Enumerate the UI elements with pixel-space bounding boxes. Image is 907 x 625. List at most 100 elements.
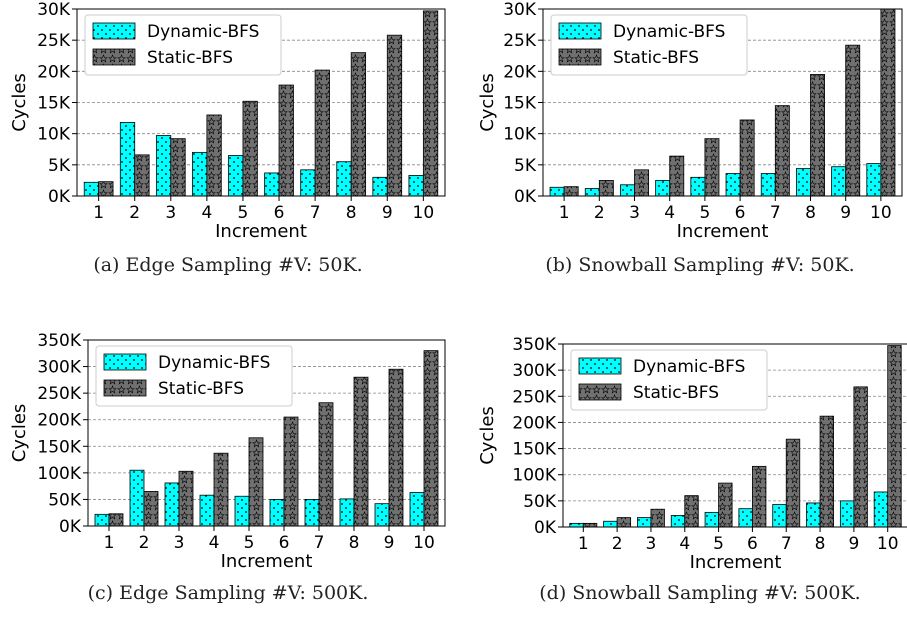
bar-dynamic-bfs — [372, 176, 388, 197]
x-tick-label: 1 — [104, 533, 115, 553]
bar-static-bfs — [819, 415, 834, 528]
bar-dynamic-bfs — [670, 515, 686, 528]
bar-static-bfs — [278, 84, 294, 197]
x-tick-label: 1 — [559, 203, 570, 223]
bar-static-bfs — [774, 105, 790, 197]
bar-dynamic-bfs — [549, 186, 565, 197]
x-tick-label: 4 — [209, 533, 220, 553]
x-tick-label: 7 — [310, 203, 321, 223]
y-tick-label: 250K — [37, 384, 81, 404]
x-tick-label: 8 — [346, 203, 357, 223]
y-tick-label: 15K — [503, 94, 537, 114]
y-tick-label: 200K — [512, 413, 556, 433]
chart-panel-2: 0K 5K 10K 15K 20K 25K 30K 1 2 3 4 5 6 7 8 9 10 Increment C… — [457, 0, 907, 255]
bar-static-bfs — [178, 470, 194, 527]
x-axis-label: Increment — [215, 221, 307, 242]
bar-static-bfs — [242, 100, 258, 197]
legend-label: Dynamic-BFS — [158, 353, 270, 373]
legend-label: Static-BFS — [633, 383, 719, 403]
y-tick-label: 200K — [37, 411, 81, 431]
bar-dynamic-bfs — [155, 135, 172, 197]
legend-label: Dynamic-BFS — [613, 22, 725, 42]
x-tick-label: 2 — [139, 533, 150, 553]
x-tick-label: 3 — [629, 203, 640, 223]
x-tick-label: 8 — [805, 203, 816, 223]
bar-static-bfs — [785, 438, 801, 528]
bar-static-bfs — [669, 155, 685, 197]
x-tick-label: 8 — [815, 534, 826, 554]
x-tick-label: 1 — [578, 534, 589, 554]
y-tick-label: 20K — [503, 62, 537, 82]
figure-caption: (d) Snowball Sampling #V: 500K. — [539, 582, 861, 604]
y-tick-label: 0K — [534, 518, 557, 538]
bar-dynamic-bfs — [94, 513, 110, 527]
y-tick-label: 150K — [512, 440, 556, 460]
bar-static-bfs — [650, 508, 665, 528]
y-tick-label: 50K — [523, 492, 557, 512]
x-tick-label: 4 — [679, 534, 690, 554]
bar-dynamic-bfs — [164, 482, 180, 527]
bar-static-bfs — [98, 181, 114, 197]
bar-dynamic-bfs — [234, 495, 250, 527]
bar-dynamic-bfs — [725, 173, 741, 197]
bar-static-bfs — [718, 482, 733, 528]
bar-dynamic-bfs — [374, 503, 390, 527]
x-tick-label: 2 — [594, 203, 605, 223]
x-tick-label: 6 — [747, 534, 758, 554]
bar-static-bfs — [206, 114, 222, 197]
x-tick-label: 5 — [699, 203, 710, 223]
x-tick-label: 5 — [238, 203, 249, 223]
bar-static-bfs — [422, 10, 439, 197]
bar-dynamic-bfs — [228, 155, 244, 197]
bar-static-bfs — [598, 180, 614, 197]
bar-static-bfs — [887, 345, 902, 528]
legend-swatch — [103, 353, 147, 371]
x-tick-label: 6 — [735, 203, 746, 223]
legend-swatch — [92, 22, 136, 40]
legend-label: Dynamic-BFS — [633, 357, 745, 377]
y-tick-label: 25K — [503, 31, 537, 51]
figure-caption: (a) Edge Sampling #V: 50K. — [93, 254, 363, 276]
bar-dynamic-bfs — [264, 172, 280, 197]
chart-svg-1: 0K 5K 10K 15K 20K 25K 30K 1 2 3 4 5 6 7 8 9 10 Increment C… — [9, 0, 446, 242]
y-tick-label: 0K — [514, 187, 537, 207]
bar-dynamic-bfs — [704, 511, 719, 528]
legend-label: Static-BFS — [147, 48, 233, 68]
plot-frame — [76, 8, 446, 197]
y-tick-label: 350K — [512, 335, 556, 355]
x-axis-label: Increment — [221, 551, 313, 572]
x-tick-label: 3 — [174, 533, 185, 553]
y-tick-label: 300K — [512, 361, 556, 381]
x-tick-label: 8 — [349, 533, 360, 553]
x-tick-label: 7 — [770, 203, 781, 223]
x-tick-label: 10 — [413, 203, 435, 223]
bar-dynamic-bfs — [620, 184, 635, 197]
legend-swatch — [103, 379, 147, 397]
bar-static-bfs — [423, 350, 439, 527]
bar-dynamic-bfs — [569, 522, 584, 528]
y-tick-label: 5K — [48, 156, 71, 176]
plot-frame — [542, 8, 903, 197]
y-tick-label: 50K — [48, 490, 82, 510]
bar-dynamic-bfs — [866, 163, 882, 197]
y-tick-label: 300K — [37, 358, 81, 378]
bar-dynamic-bfs — [637, 517, 652, 528]
y-tick-label: 0K — [59, 517, 82, 537]
x-tick-label: 2 — [129, 203, 140, 223]
bar-static-bfs — [704, 138, 720, 197]
y-tick-label: 15K — [37, 94, 71, 114]
bar-static-bfs — [318, 402, 334, 527]
x-tick-label: 4 — [201, 203, 212, 223]
bar-static-bfs — [563, 186, 579, 197]
bar-dynamic-bfs — [336, 161, 352, 197]
legend-label: Dynamic-BFS — [147, 22, 259, 42]
y-tick-label: 30K — [37, 0, 71, 20]
x-tick-label: 3 — [646, 534, 657, 554]
x-tick-label: 10 — [413, 533, 435, 553]
bar-dynamic-bfs — [655, 180, 671, 197]
bar-static-bfs — [752, 465, 767, 528]
bar-static-bfs — [634, 169, 649, 197]
x-tick-label: 2 — [612, 534, 623, 554]
y-tick-label: 100K — [37, 464, 81, 484]
bar-static-bfs — [108, 513, 124, 527]
